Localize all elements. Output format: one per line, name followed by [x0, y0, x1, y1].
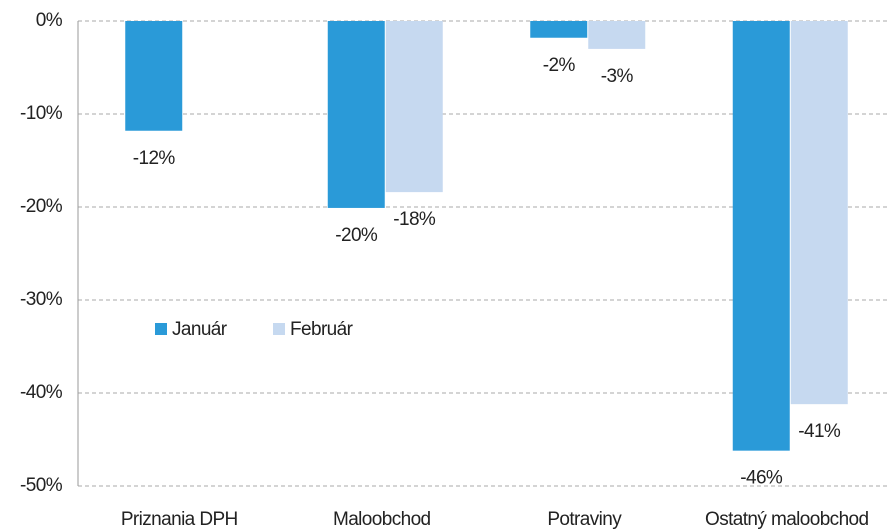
x-tick-label: Ostatný maloobchod	[705, 509, 868, 530]
value-label: -20%	[335, 225, 378, 246]
value-label: -18%	[393, 209, 436, 230]
y-tick-label: -30%	[20, 289, 63, 310]
legend-swatch	[273, 323, 285, 335]
bar	[588, 21, 646, 49]
value-label: -12%	[133, 148, 176, 169]
legend-label: Január	[172, 319, 228, 340]
bar	[790, 21, 848, 405]
bar	[327, 21, 385, 208]
legend-label: Február	[290, 319, 354, 340]
x-tick-label: Priznania DPH	[121, 509, 238, 530]
x-tick-label: Maloobchod	[333, 509, 431, 530]
value-label: -41%	[798, 421, 841, 442]
bar	[385, 21, 443, 193]
y-tick-label: -40%	[20, 382, 63, 403]
bar	[125, 21, 183, 131]
bar	[732, 21, 790, 451]
y-tick-label: -20%	[20, 196, 63, 217]
value-label: -3%	[601, 66, 634, 87]
bar	[530, 21, 588, 38]
y-tick-label: -10%	[20, 103, 63, 124]
y-tick-label: -50%	[20, 475, 63, 496]
y-tick-label: 0%	[36, 10, 63, 31]
value-label: -2%	[543, 55, 576, 76]
value-label: -46%	[740, 468, 783, 489]
x-tick-label: Potraviny	[547, 509, 622, 530]
legend-swatch	[155, 323, 167, 335]
